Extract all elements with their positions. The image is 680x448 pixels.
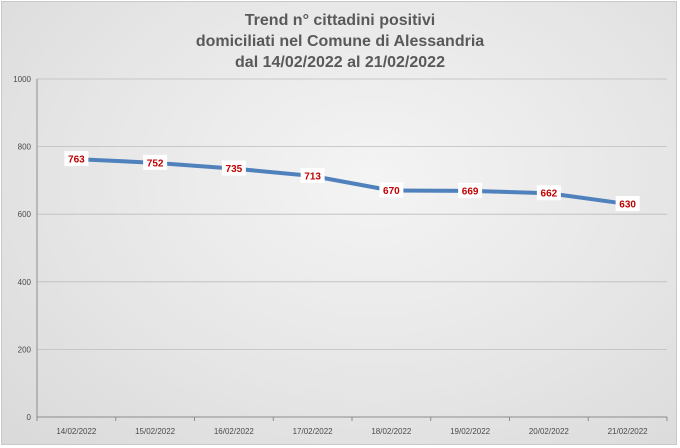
chart-title-line-1: Trend n° cittadini positivi	[244, 12, 436, 29]
x-tick-label: 21/02/2022	[608, 427, 649, 436]
y-tick-label: 1000	[13, 75, 31, 84]
data-label-box	[379, 182, 404, 198]
x-tick-label: 16/02/2022	[214, 427, 255, 436]
data-label: 713	[304, 172, 321, 183]
data-label: 752	[147, 158, 164, 169]
x-tick-label: 17/02/2022	[293, 427, 334, 436]
x-tick-label: 18/02/2022	[371, 427, 412, 436]
data-label-box	[536, 185, 561, 201]
data-label: 630	[619, 200, 636, 211]
y-tick-label: 400	[18, 278, 32, 287]
chart-title-line-3: dal 14/02/2022 al 21/02/2022	[235, 54, 445, 71]
data-label: 763	[68, 155, 85, 166]
data-label: 670	[383, 186, 400, 197]
y-tick-label: 200	[18, 345, 32, 354]
data-label-box	[615, 196, 640, 212]
data-label: 662	[541, 189, 558, 200]
data-label-box	[221, 160, 246, 176]
x-tick-label: 20/02/2022	[529, 427, 570, 436]
data-label-box	[300, 168, 325, 184]
y-tick-label: 0	[27, 413, 32, 422]
y-tick-label: 600	[18, 210, 32, 219]
chart-title-line-2: domiciliati nel Comune di Alessandria	[195, 33, 485, 50]
data-label-box	[64, 151, 89, 167]
series-line	[74, 157, 630, 207]
data-label-box	[143, 154, 168, 170]
chart-title: Trend n° cittadini positivi domiciliati …	[2, 10, 678, 73]
x-tick-label: 14/02/2022	[56, 427, 97, 436]
x-tick-label: 19/02/2022	[450, 427, 491, 436]
data-label-box	[458, 182, 483, 198]
y-tick-label: 800	[18, 143, 32, 152]
x-tick-label: 15/02/2022	[135, 427, 176, 436]
data-label: 669	[462, 186, 479, 197]
data-label: 735	[226, 164, 243, 175]
